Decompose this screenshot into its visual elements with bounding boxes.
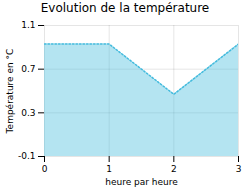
svg-text:1.1: 1.1	[21, 20, 35, 30]
svg-text:2: 2	[171, 164, 177, 174]
svg-text:0.3: 0.3	[21, 108, 35, 118]
svg-text:0: 0	[42, 164, 48, 174]
svg-text:1: 1	[106, 164, 112, 174]
svg-text:heure par heure: heure par heure	[105, 177, 178, 187]
svg-text:0.7: 0.7	[21, 64, 35, 74]
svg-text:Température en °C: Température en °C	[5, 49, 15, 135]
svg-text:3: 3	[236, 164, 242, 174]
svg-text:-0.1: -0.1	[18, 151, 36, 161]
html-text:Evolution de la température: Evolution de la température	[40, 1, 210, 15]
